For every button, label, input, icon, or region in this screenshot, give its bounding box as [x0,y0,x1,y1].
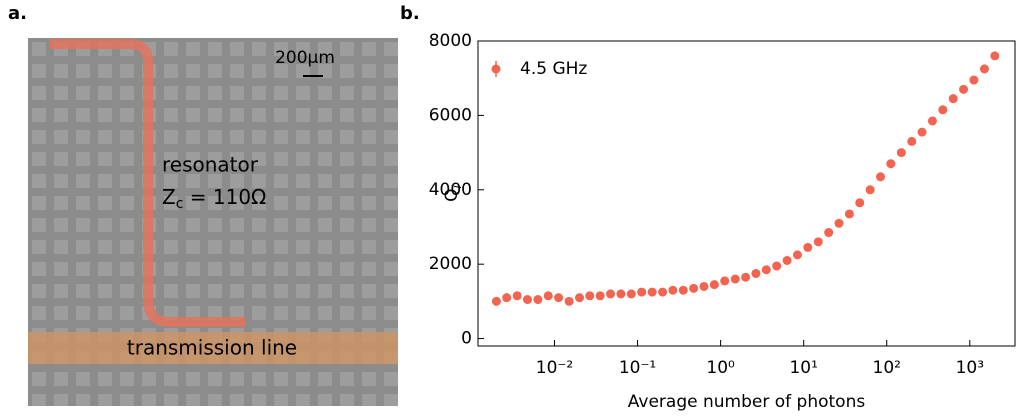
data-point [834,218,844,228]
feedline-label: transmission line [127,336,297,360]
data-point [595,291,605,301]
data-point [782,255,792,265]
impedance-label: Zc = 110Ω [162,185,266,213]
x-tick-label: 10⁻² [536,358,573,378]
panel-label: a. [8,3,27,24]
data-point [927,116,937,126]
micrograph: 200µm resonator Zc = 110Ω transmission l… [28,38,398,406]
resonator-highlight [50,39,245,327]
data-point [574,293,584,303]
data-point [730,274,740,284]
impedance-symbol: Z [162,185,176,209]
data-point [907,136,917,146]
x-axis-label: Average number of photons [628,392,866,412]
y-tick-label: 8000 [429,31,472,51]
data-point [720,276,730,286]
data-point [585,291,595,301]
data-point [990,51,1000,61]
data-point [792,250,802,260]
data-point [668,285,678,295]
x-tick-label: 10⁻¹ [619,358,656,378]
data-point [761,265,771,275]
plot-frame [477,40,1016,347]
legend-label: 4.5 GHz [520,59,587,79]
x-tick-label: 10² [873,358,901,378]
data-point [543,291,553,301]
impedance-value: = 110Ω [183,185,266,209]
data-point [875,172,885,182]
data-point [647,287,657,297]
x-tick-label: 10³ [956,358,984,378]
data-point [502,293,512,303]
data-point [554,293,564,303]
data-point [844,209,854,219]
x-tick-label: 10¹ [789,358,817,378]
data-point [979,64,989,74]
data-point [969,75,979,85]
scale-bar-label: 200µm [275,48,335,68]
y-axis-label: Qi [442,184,464,201]
data-point [658,287,668,297]
y-tick-label: 4000 [429,180,472,200]
data-point [772,261,782,271]
y-axis-symbol: Q [442,188,462,201]
data-point [865,185,875,195]
data-point [522,295,532,305]
data-point [917,127,927,137]
data-point [689,283,699,293]
data-point [512,291,522,301]
data-point [699,281,709,291]
plot: 0 2000 4000 6000 8000 10⁻² 10⁻¹ 10⁰ 10¹ 10² 10³ Ave… [429,31,1016,412]
data-point [813,237,823,247]
y-tick-label: 2000 [429,254,472,274]
data-point [948,94,958,104]
data-point [751,268,761,278]
resonator-label: resonator [162,153,259,177]
data-point [824,228,834,238]
y-tick-label: 0 [461,329,472,349]
data-point [564,296,574,306]
data-point [491,296,501,306]
y-tick-label: 6000 [429,105,472,125]
data-point [637,287,647,297]
data-point [678,285,688,295]
data-point [886,159,896,169]
data-point [616,289,626,299]
data-point [533,295,543,305]
data-point [855,198,865,208]
data-point [741,272,751,282]
feedline-highlight [28,332,398,364]
data-point [896,148,906,158]
y-axis-subscript: i [450,184,464,188]
x-tick-label: 10⁰ [706,358,735,378]
legend-marker [491,64,501,74]
data-point [626,289,636,299]
data-point [959,84,969,94]
data-point [938,105,948,115]
impedance-subscript: c [176,196,184,212]
data-point [803,242,813,252]
data-point [606,289,616,299]
data-point [709,280,719,290]
panel-label: b. [400,3,420,24]
